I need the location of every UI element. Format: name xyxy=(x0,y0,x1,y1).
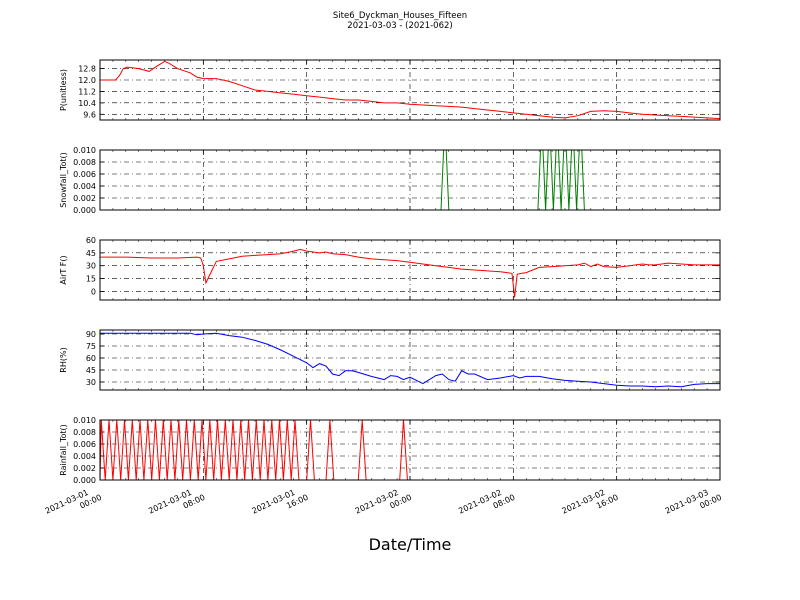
x-tick-label: 2021-03-0116:00 xyxy=(251,484,310,525)
x-tick-label: 2021-03-0200:00 xyxy=(354,484,413,525)
plot-frame xyxy=(99,59,721,121)
y-tick-label: 0.008 xyxy=(73,158,96,167)
y-axis-label: P(unitless) xyxy=(59,69,68,111)
y-tick-label: 9.6 xyxy=(83,110,96,119)
y-tick-label: 0.006 xyxy=(73,440,96,449)
y-tick-label: 30 xyxy=(86,378,96,387)
x-tick-label: 2021-03-0108:00 xyxy=(147,484,206,525)
y-tick-label: 0.008 xyxy=(73,428,96,437)
y-tick-label: 45 xyxy=(86,366,96,375)
panel-1: 9.6 10.4 11.2 12.0 12.8 P(unitless) xyxy=(59,59,721,121)
y-tick-label: 0.004 xyxy=(73,182,96,191)
y-tick-label: 0.000 xyxy=(73,206,96,215)
y-tick-label: 11.2 xyxy=(78,87,96,96)
y-tick-label: 0.000 xyxy=(73,476,96,485)
plot-frame xyxy=(99,329,721,391)
y-tick-label: 60 xyxy=(86,236,96,245)
y-tick-label: 0.010 xyxy=(73,416,96,425)
y-tick-label: 75 xyxy=(86,342,96,351)
y-axis-label: RH(%) xyxy=(59,347,68,372)
series-line-1 xyxy=(100,60,720,120)
y-tick-label: 10.4 xyxy=(78,99,96,108)
y-tick-label: 0.004 xyxy=(73,452,96,461)
panel-4: 30 45 60 75 90 RH(%) xyxy=(59,329,721,391)
plot-frame xyxy=(99,239,721,301)
panel-5: 0.000 0.002 0.004 0.006 0.008 0.010 Rainfall_T… xyxy=(59,416,721,485)
x-tick-label: 2021-03-0216:00 xyxy=(561,484,620,525)
series-line-3 xyxy=(100,248,720,298)
y-tick-label: 15 xyxy=(86,275,96,284)
x-tick-label: 2021-03-0100:00 xyxy=(44,484,103,525)
y-tick-label: 0.002 xyxy=(73,194,96,203)
series-line-4 xyxy=(100,332,720,388)
y-axis-label: Rainfall_Tot() xyxy=(59,424,68,476)
y-tick-label: 12.8 xyxy=(78,65,96,74)
x-axis-label: Date/Time xyxy=(369,535,452,554)
y-tick-label: 0.002 xyxy=(73,464,96,473)
y-tick-label: 12.0 xyxy=(78,76,96,85)
y-axis-label: Snowfall_Tot() xyxy=(59,152,68,208)
y-tick-label: 90 xyxy=(86,330,96,339)
y-tick-label: 45 xyxy=(86,249,96,258)
y-tick-label: 0.006 xyxy=(73,170,96,179)
series-line-5 xyxy=(100,420,720,480)
x-tick-label: 2021-03-0300:00 xyxy=(664,484,723,525)
y-tick-label: 0.010 xyxy=(73,146,96,155)
figure-subtitle: 2021-03-03 - (2021-062) xyxy=(347,21,453,31)
x-tick-label: 2021-03-0208:00 xyxy=(457,484,516,525)
plot-frame xyxy=(99,149,721,211)
y-tick-label: 60 xyxy=(86,354,96,363)
panel-3: 0 15 30 45 60 AirT F() xyxy=(59,236,721,301)
plot-frame xyxy=(99,419,721,481)
y-tick-label: 0 xyxy=(91,287,96,296)
panel-2: 0.000 0.002 0.004 0.006 0.008 0.010 Snowfall_T… xyxy=(59,146,721,215)
y-axis-label: AirT F() xyxy=(59,255,68,284)
figure-title: Site6_Dyckman_Houses_Fifteen xyxy=(332,11,468,21)
y-tick-label: 30 xyxy=(86,262,96,271)
